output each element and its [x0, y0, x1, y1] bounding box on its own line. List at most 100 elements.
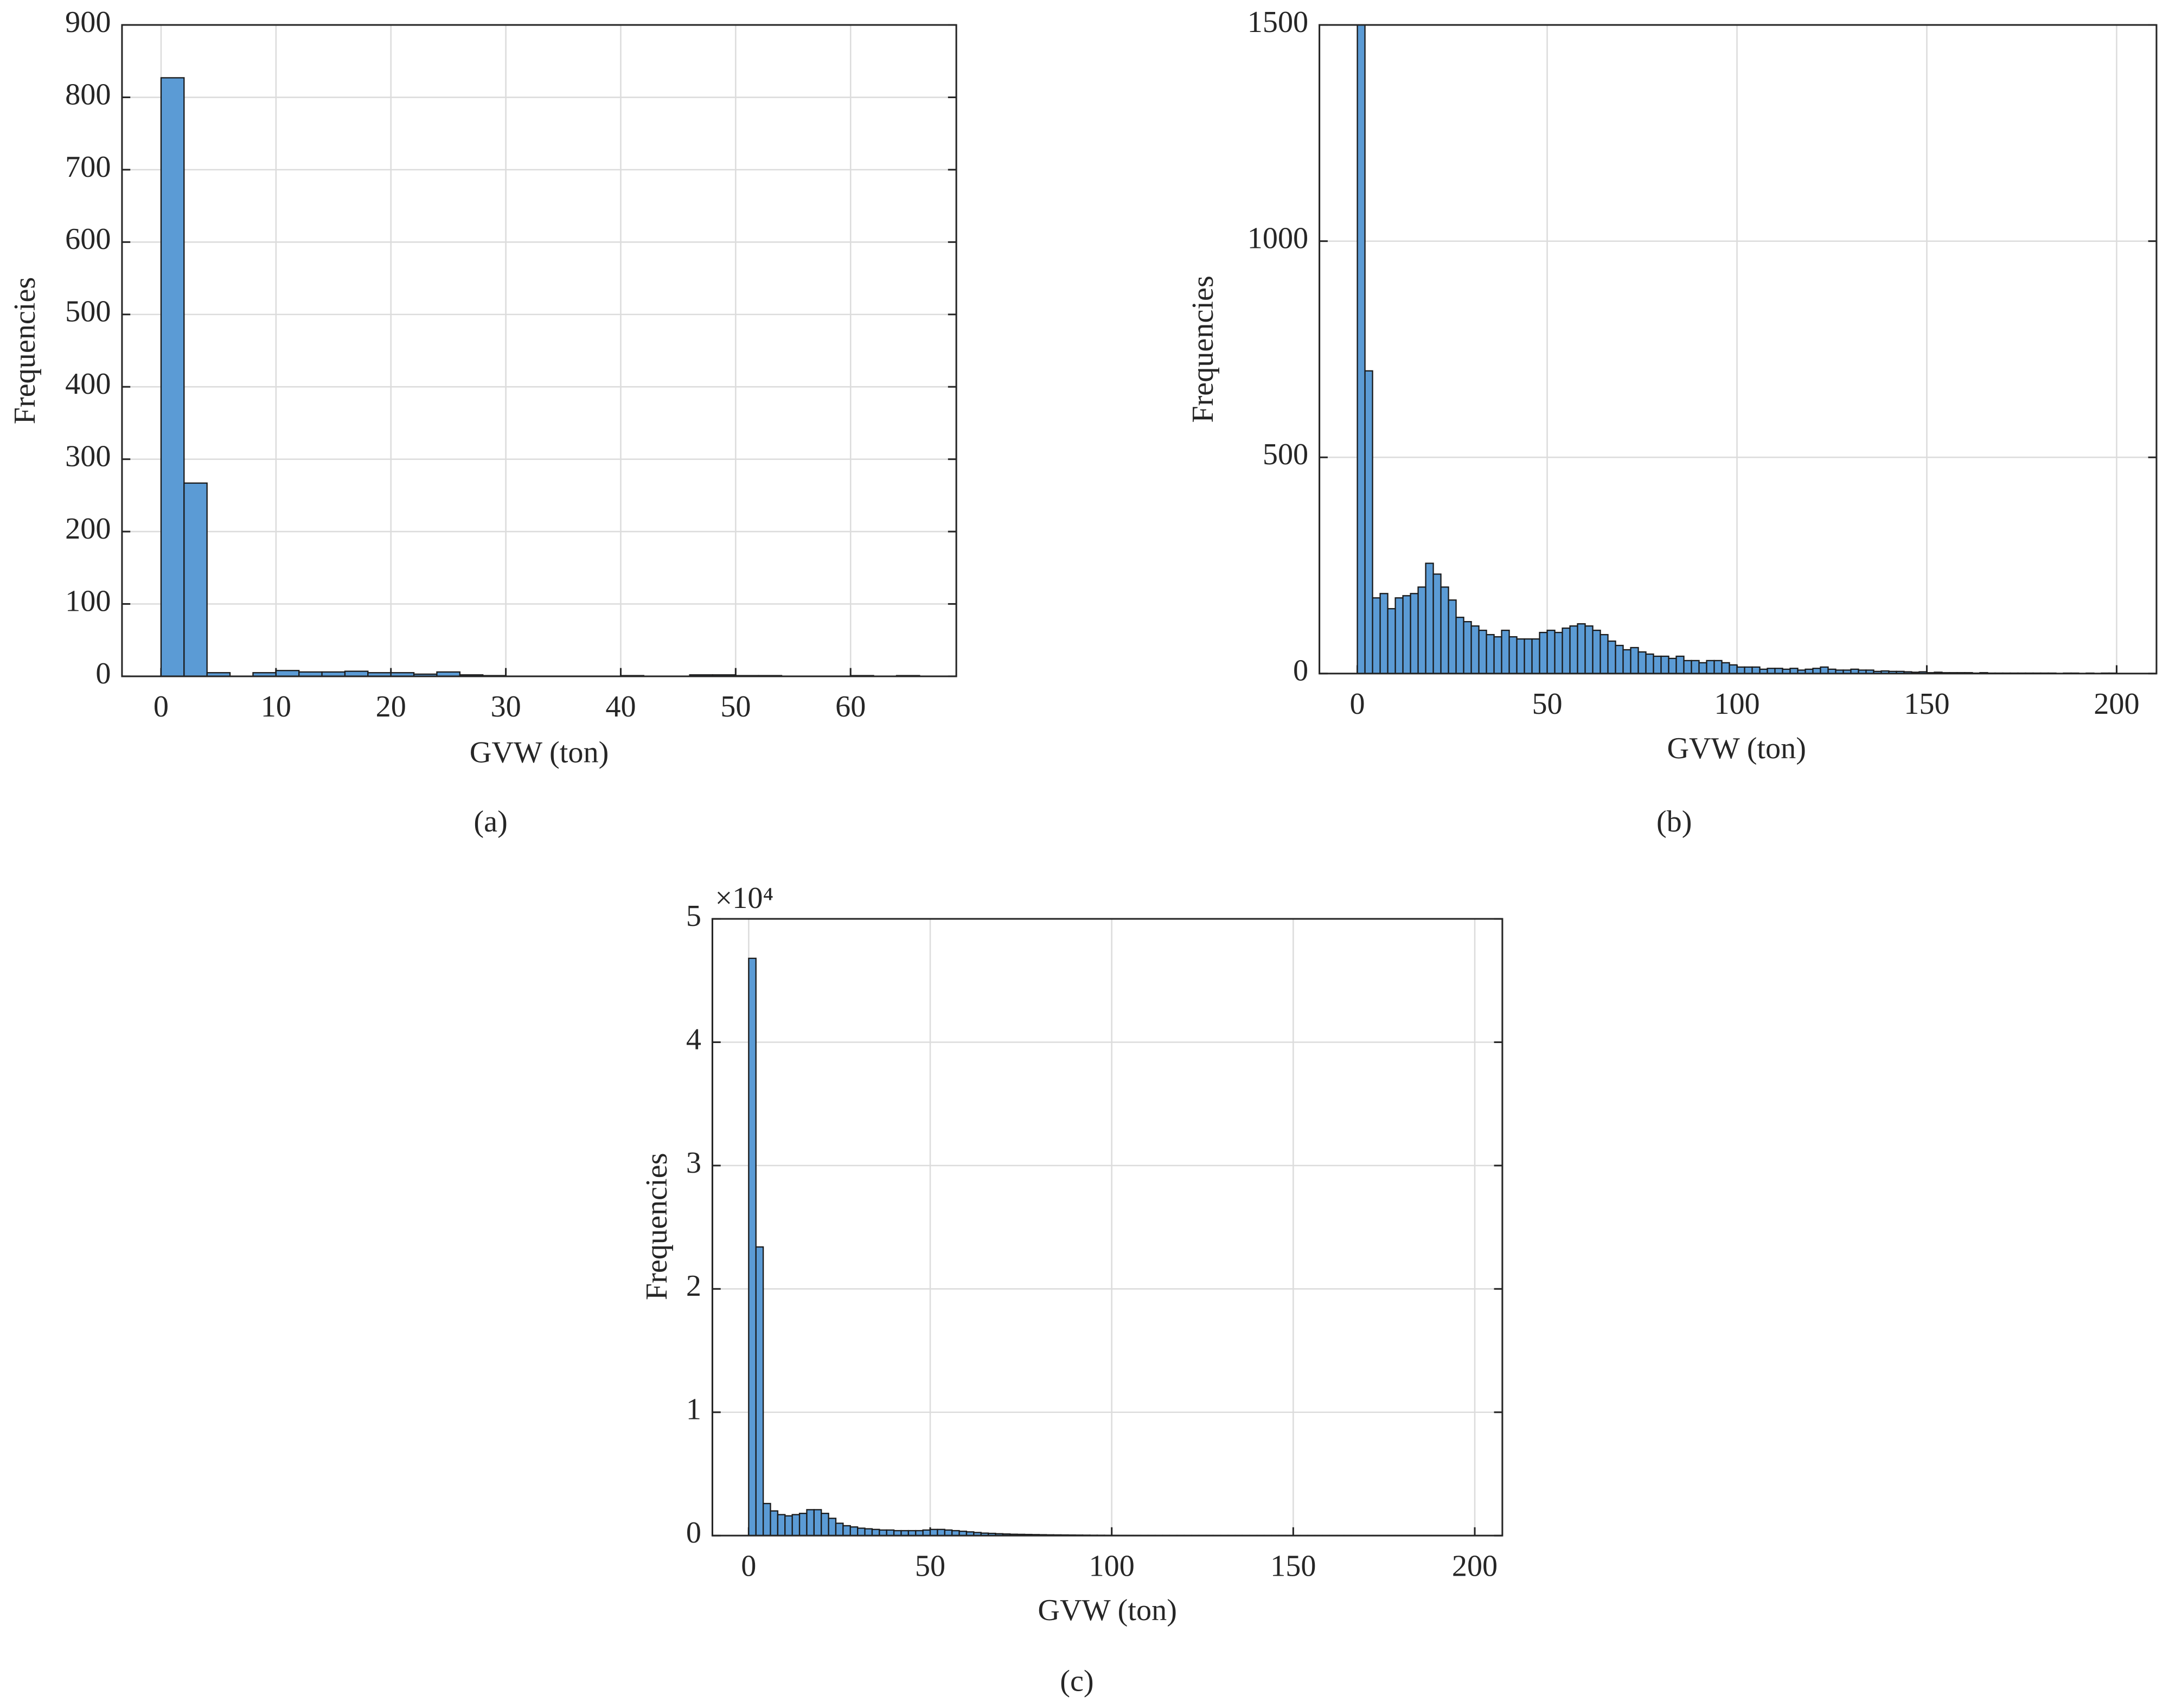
bar [1516, 638, 1525, 674]
bar [922, 1529, 931, 1536]
bar [864, 1528, 873, 1536]
bar [1706, 660, 1715, 674]
bar [1713, 660, 1723, 674]
bar [1751, 666, 1761, 674]
bar [1599, 634, 1609, 674]
y-tick-label: 700 [65, 150, 111, 184]
x-tick-label: 50 [720, 690, 751, 724]
bar [762, 1502, 771, 1536]
x-tick-label: 150 [1270, 1549, 1316, 1583]
x-axis-label: GVW (ton) [1667, 732, 1806, 765]
bar [777, 1514, 786, 1536]
bar [1470, 625, 1480, 674]
bar [1478, 629, 1487, 674]
x-tick-label: 20 [376, 690, 406, 724]
y-axis-label: Frequencies [8, 277, 42, 425]
bar [1645, 653, 1654, 674]
y-tick-label: 3 [686, 1146, 701, 1180]
bar [1615, 644, 1624, 674]
bar [1584, 625, 1594, 674]
bar [1501, 629, 1510, 674]
bar [748, 957, 757, 1536]
x-tick-label: 200 [2094, 687, 2139, 721]
bar [857, 1527, 866, 1536]
y-tick-label: 1500 [1247, 5, 1308, 39]
x-tick-label: 0 [153, 690, 169, 724]
y-tick-label: 0 [686, 1516, 701, 1550]
bar [1683, 660, 1692, 674]
bar [1698, 662, 1707, 674]
bar [1744, 666, 1753, 674]
axes-box [121, 24, 957, 677]
bar [879, 1529, 887, 1536]
x-tick-label: 50 [1532, 687, 1562, 721]
bar [1653, 655, 1662, 674]
y-tick-label: 0 [95, 657, 111, 690]
bar [1486, 634, 1495, 674]
bar [1432, 573, 1442, 674]
plot-area [121, 24, 957, 676]
chart: 0 50 100 150 200 0 1 2 3 4 5 GVW (ton) Frequencies (c… [640, 881, 1503, 1698]
bar [1417, 586, 1426, 674]
bar [1675, 655, 1685, 674]
y-axis-label: Frequencies [1186, 276, 1220, 423]
x-tick-label: 0 [1350, 687, 1365, 721]
y-tick-label: 4 [686, 1022, 701, 1056]
y-tick-label: 400 [65, 367, 111, 401]
panel-label: (b) [1656, 805, 1692, 839]
bar [1364, 370, 1373, 674]
bar [183, 482, 208, 676]
bar [1539, 631, 1548, 674]
y-tick-label: 800 [65, 78, 111, 111]
y-tick-label: 900 [65, 5, 111, 39]
bar [944, 1529, 953, 1536]
bar [436, 671, 460, 676]
bar [1637, 651, 1647, 674]
bar [1531, 638, 1540, 674]
y-tick-label: 1 [686, 1393, 701, 1426]
bar [1402, 595, 1411, 674]
x-tick-label: 50 [915, 1549, 945, 1583]
bar [160, 77, 185, 676]
bar [1455, 617, 1464, 674]
bar [1736, 666, 1745, 674]
x-tick-label: 100 [1089, 1549, 1135, 1583]
x-tick-label: 100 [1714, 687, 1759, 721]
bar [784, 1515, 793, 1536]
y-tick-label: 500 [65, 295, 111, 329]
bar [849, 1526, 859, 1536]
x-tick-label: 150 [1904, 687, 1949, 721]
y-tick-label: 1000 [1247, 222, 1308, 255]
bar [842, 1525, 851, 1536]
y-axis-label: Frequencies [640, 1153, 674, 1301]
bar [1387, 608, 1396, 674]
bar [1820, 666, 1829, 674]
axes-box [711, 918, 1503, 1537]
bar [1668, 657, 1677, 674]
y-tick-label: 200 [65, 512, 111, 546]
bar [1357, 24, 1366, 674]
bar [275, 670, 300, 676]
bar [813, 1509, 822, 1536]
y-tick-label: 100 [65, 584, 111, 618]
x-axis-label: GVW (ton) [470, 735, 609, 769]
bar [755, 1246, 764, 1536]
bar [1379, 593, 1389, 674]
bar [929, 1528, 938, 1536]
panel-label: (c) [1060, 1664, 1093, 1698]
y-multiplier: ×10⁴ [715, 881, 774, 915]
bar [1372, 597, 1381, 674]
chart: 0 50 100 150 200 0 500 1000 1500 GVW (ton) Frequen… [1186, 5, 2158, 839]
y-tick-label: 300 [65, 440, 111, 474]
bar [937, 1528, 945, 1536]
plot-area [712, 919, 1502, 1536]
bar [828, 1518, 837, 1536]
bar [770, 1510, 779, 1536]
bar [1577, 623, 1586, 674]
bar [1569, 625, 1578, 674]
bar [1410, 593, 1419, 674]
bar [806, 1509, 815, 1536]
bar [886, 1529, 895, 1536]
bar [1721, 662, 1730, 674]
y-tick-label: 5 [686, 899, 701, 933]
